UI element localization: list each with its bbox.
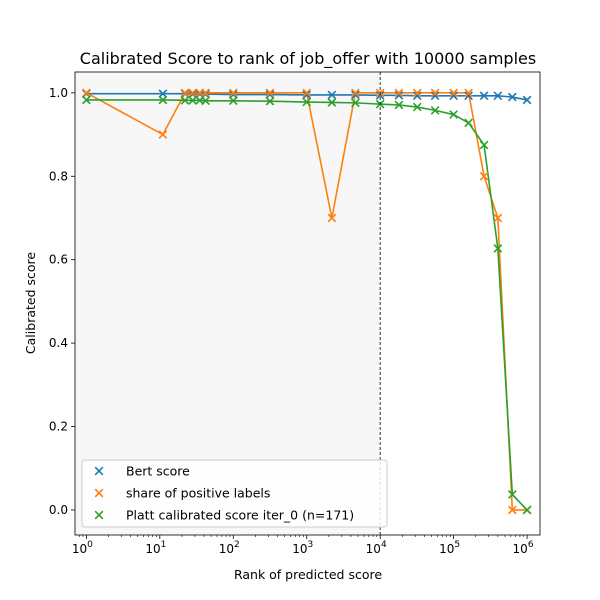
data-point	[327, 90, 337, 100]
legend-entry-label: Bert score	[126, 464, 190, 479]
data-point	[507, 92, 517, 102]
data-point	[449, 110, 458, 119]
data-point	[430, 88, 440, 98]
data-point	[265, 88, 275, 98]
data-point	[158, 89, 168, 99]
data-point	[82, 88, 91, 98]
data-point	[265, 96, 275, 106]
x-tick-label: 104	[366, 540, 387, 556]
x-tick-label: 106	[513, 540, 534, 556]
plot-area-frame	[74, 71, 541, 536]
data-point	[327, 213, 337, 223]
data-point	[188, 88, 198, 98]
y-tick-label: 0.6	[49, 253, 68, 267]
chart-title: Calibrated Score to rank of job_offer wi…	[80, 49, 536, 69]
x-tick-label: 101	[145, 540, 166, 556]
data-point	[493, 244, 503, 253]
data-point	[430, 106, 440, 115]
data-point	[228, 90, 238, 99]
data-point	[302, 90, 312, 100]
y-tick-label: 0.4	[49, 336, 68, 350]
x-tick-label: 100	[72, 540, 93, 556]
data-point	[302, 88, 312, 98]
data-point	[464, 118, 473, 128]
data-point	[327, 98, 337, 107]
y-tick-label: 0.8	[49, 169, 68, 183]
data-point	[507, 505, 517, 515]
data-point	[201, 88, 210, 98]
x-tick-label: 103	[292, 540, 313, 556]
data-point	[449, 88, 458, 98]
data-point	[82, 95, 91, 105]
data-point	[507, 490, 517, 499]
data-point	[522, 505, 532, 515]
data-point	[412, 91, 422, 101]
legend-marker	[94, 466, 104, 476]
shaded-region	[75, 72, 381, 535]
data-point	[188, 95, 198, 105]
data-point	[180, 95, 190, 105]
data-point	[158, 95, 168, 105]
y-axis-label: Calibrated score	[23, 252, 38, 354]
data-point	[493, 91, 503, 101]
data-point	[522, 95, 532, 105]
data-point	[394, 88, 404, 98]
data-point	[265, 90, 275, 99]
data-point	[375, 90, 385, 100]
data-point	[479, 171, 489, 181]
x-tick-label: 102	[219, 540, 240, 556]
x-axis-label: Rank of predicted score	[234, 567, 382, 582]
data-point	[351, 90, 360, 100]
data-point	[228, 88, 238, 98]
data-point	[430, 91, 440, 101]
y-tick-label: 0.0	[49, 503, 68, 517]
data-point	[394, 90, 404, 100]
data-point	[412, 88, 422, 98]
data-point	[158, 130, 168, 139]
legend-box	[81, 459, 388, 528]
x-tick-label: 105	[439, 540, 460, 556]
data-point	[188, 89, 198, 99]
data-point	[449, 91, 458, 101]
legend: Bert score share of positive labels Platt …	[81, 459, 388, 528]
data-point	[228, 96, 238, 106]
data-point	[479, 140, 489, 150]
legend-marker	[94, 510, 104, 520]
axis-ticks: 100 101 102 103 104 105 106 0.0 0.2 0.4 0.6 0.8 1.0	[49, 86, 534, 556]
data-point	[412, 102, 422, 112]
data-point	[493, 213, 503, 223]
legend-entry-label: share of positive labels	[126, 486, 270, 501]
data-point	[394, 100, 404, 110]
data-point	[180, 88, 190, 98]
data-point	[351, 88, 360, 98]
y-tick-label: 0.2	[49, 420, 68, 434]
legend-entry-label: Platt calibrated score iter_0 (n=171)	[126, 508, 354, 523]
data-point	[479, 91, 489, 101]
data-point	[464, 88, 473, 98]
data-point	[201, 96, 210, 106]
data-point	[351, 98, 360, 108]
data-point	[302, 97, 312, 107]
y-tick-label: 1.0	[49, 86, 68, 100]
legend-marker	[94, 488, 104, 498]
data-point	[464, 91, 473, 101]
